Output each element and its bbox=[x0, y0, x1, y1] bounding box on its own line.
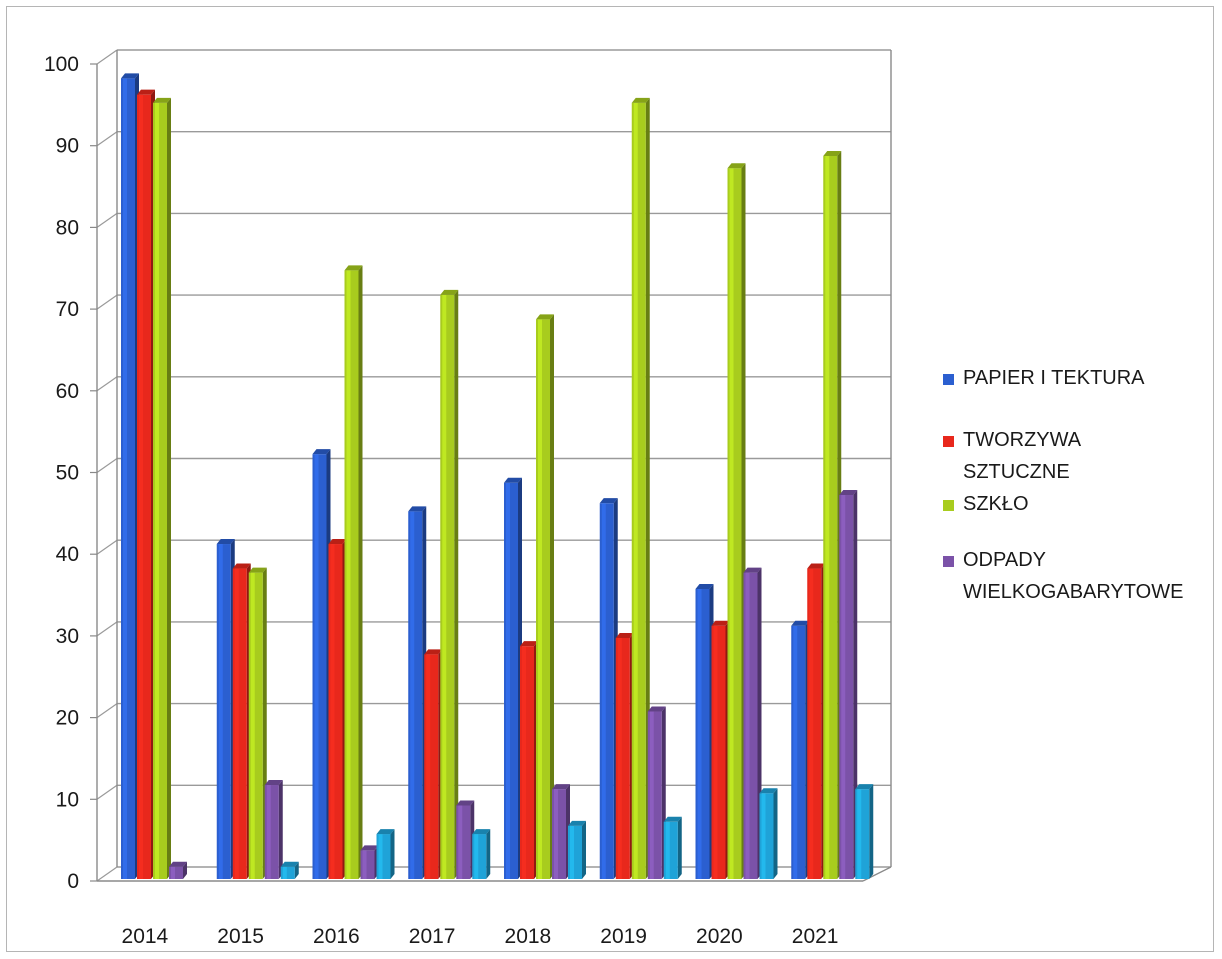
legend-label-tworzywa: TWORZYWA SZTUCZNE bbox=[963, 429, 1081, 483]
bar bbox=[440, 289, 459, 880]
bar bbox=[472, 829, 491, 879]
legend-swatch-szklo bbox=[943, 500, 954, 511]
legend-label-odpady: ODPADY WIELKOGABARYTOWE bbox=[963, 549, 1184, 603]
bar bbox=[344, 265, 363, 880]
bar bbox=[408, 506, 427, 879]
bar bbox=[759, 788, 778, 879]
x-tick-label: 2017 bbox=[409, 925, 456, 948]
y-tick-label: 20 bbox=[56, 707, 79, 730]
x-tick-label: 2014 bbox=[122, 925, 169, 948]
bar bbox=[711, 620, 730, 879]
y-tick-label: 30 bbox=[56, 625, 79, 648]
bar bbox=[264, 780, 283, 879]
bar bbox=[312, 449, 331, 879]
gridline-side bbox=[96, 294, 118, 310]
x-tick-label: 2016 bbox=[313, 925, 360, 948]
legend-swatch-tworzywa bbox=[943, 436, 954, 447]
bar bbox=[855, 784, 874, 879]
y-tick-label: 70 bbox=[56, 298, 79, 321]
bar bbox=[743, 567, 762, 879]
y-tick-label: 90 bbox=[56, 135, 79, 158]
y-tick-label: 80 bbox=[56, 216, 79, 239]
legend-item-szklo: SZKŁO bbox=[943, 493, 1029, 520]
bar bbox=[823, 150, 842, 879]
y-tick-label: 0 bbox=[67, 870, 79, 893]
bar bbox=[280, 861, 299, 879]
bar bbox=[216, 539, 235, 879]
bar bbox=[552, 784, 570, 879]
bar bbox=[121, 73, 139, 880]
bar bbox=[631, 97, 650, 880]
y-axis-ticks: 0 10 20 30 40 50 60 70 80 90 100 bbox=[44, 53, 79, 893]
bar bbox=[791, 620, 810, 879]
bar bbox=[663, 816, 682, 879]
legend-label-szklo: SZKŁO bbox=[963, 493, 1029, 515]
bar bbox=[424, 649, 443, 879]
bar bbox=[360, 845, 379, 879]
x-axis-ticks: 2014 2015 2016 2017 2018 2019 2020 2021 bbox=[122, 925, 839, 948]
bar bbox=[232, 563, 251, 879]
legend-item-papier: PAPIER I TEKTURA bbox=[943, 367, 1145, 394]
bar bbox=[328, 539, 347, 879]
x-tick-label: 2020 bbox=[696, 925, 743, 948]
gridline-side bbox=[96, 49, 118, 65]
legend-swatch-papier bbox=[943, 374, 954, 385]
x-tick-label: 2018 bbox=[505, 925, 552, 948]
y-tick-label: 10 bbox=[56, 788, 79, 811]
bar bbox=[615, 632, 634, 879]
x-tick-label: 2021 bbox=[792, 925, 839, 948]
y-tick-label: 50 bbox=[56, 462, 79, 485]
bar bbox=[695, 583, 714, 879]
bar bbox=[376, 829, 395, 879]
bars bbox=[121, 73, 874, 880]
bar bbox=[137, 89, 155, 880]
x-tick-label: 2015 bbox=[217, 925, 264, 948]
gridline-side bbox=[96, 621, 118, 637]
gridline-side bbox=[96, 376, 118, 392]
gridlines bbox=[96, 49, 891, 882]
y-tick-label: 40 bbox=[56, 543, 79, 566]
bar bbox=[647, 706, 666, 879]
bar bbox=[248, 567, 267, 879]
bar bbox=[153, 97, 171, 880]
y-tick-label: 60 bbox=[56, 380, 79, 403]
bar bbox=[456, 800, 475, 879]
gridline-side bbox=[96, 539, 118, 555]
gridline-side bbox=[96, 131, 118, 147]
legend-item-tworzywa: TWORZYWA SZTUCZNE bbox=[943, 429, 1173, 488]
bar bbox=[536, 314, 554, 880]
bar bbox=[169, 861, 187, 879]
bar bbox=[504, 477, 522, 879]
gridline-side bbox=[96, 784, 118, 800]
gridline-side bbox=[96, 212, 118, 228]
legend-label-papier: PAPIER I TEKTURA bbox=[963, 367, 1145, 389]
gridline-side bbox=[96, 703, 118, 719]
gridline-side bbox=[96, 866, 118, 882]
chart-frame: 0 10 20 30 40 50 60 70 80 90 100 2014 2015 2016 2017 2… bbox=[6, 6, 1214, 952]
legend-swatch-odpady bbox=[943, 556, 954, 567]
bar bbox=[599, 498, 618, 879]
x-tick-label: 2019 bbox=[600, 925, 647, 948]
bar bbox=[839, 490, 858, 879]
bar bbox=[807, 563, 826, 879]
legend-item-odpady: ODPADY WIELKOGABARYTOWE bbox=[943, 549, 1213, 608]
bar bbox=[727, 163, 746, 879]
gridline-side bbox=[96, 458, 118, 473]
axes bbox=[90, 50, 892, 882]
y-tick-label: 100 bbox=[44, 53, 79, 76]
bar bbox=[568, 820, 586, 879]
bar bbox=[520, 641, 538, 879]
